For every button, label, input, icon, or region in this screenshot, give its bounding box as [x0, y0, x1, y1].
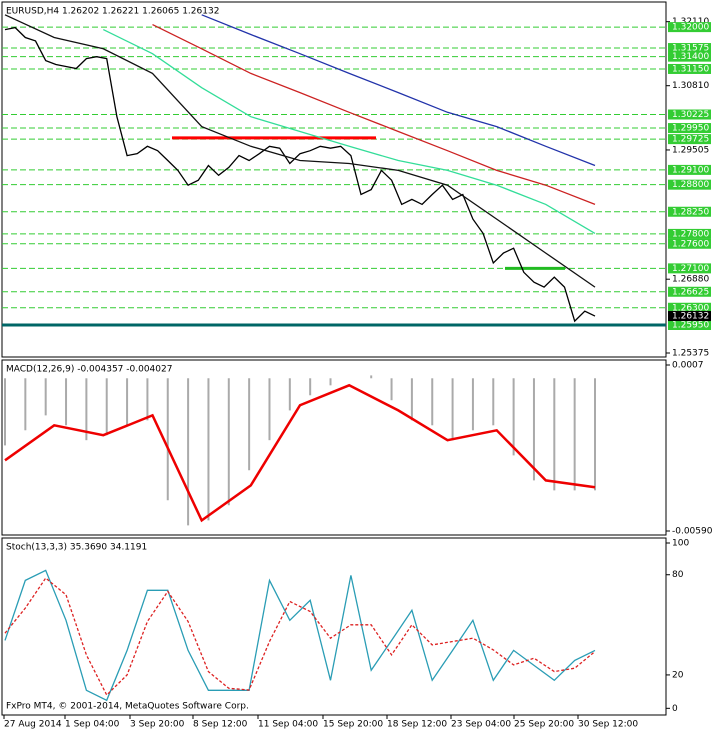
series-line — [4, 569, 596, 702]
level-label-box — [668, 43, 711, 54]
level-label-box — [668, 179, 711, 190]
x-tick-label: 23 Sep 04:00 — [451, 720, 511, 730]
level-label-box — [668, 319, 711, 330]
level-label-box — [668, 302, 711, 313]
x-tick-label: 3 Sep 20:00 — [130, 720, 185, 730]
x-tick-label: 27 Aug 2014 — [4, 720, 62, 730]
level-label-box — [668, 228, 711, 239]
level-label: 1.29950 — [672, 124, 709, 134]
level-label-box — [668, 63, 711, 74]
level-label: 1.27600 — [672, 239, 709, 249]
series-line — [201, 14, 596, 167]
level-label: 1.27800 — [672, 229, 709, 239]
x-tick-label: 25 Sep 20:00 — [514, 720, 574, 730]
level-label: 1.31575 — [672, 44, 709, 54]
main-frame — [1, 1, 667, 358]
x-tick-label: 1 Sep 04:00 — [65, 720, 120, 730]
level-label-box — [668, 238, 711, 249]
level-label: 1.27100 — [672, 264, 709, 274]
level-label: 1.28800 — [672, 180, 709, 190]
level-label-box — [668, 123, 711, 134]
macd-signal — [4, 383, 596, 523]
series-line — [152, 24, 596, 206]
x-tick-label: 11 Sep 04:00 — [258, 720, 318, 730]
y-tick-label: 100 — [672, 539, 689, 549]
level-label-box — [668, 206, 711, 217]
panel-title: Stoch(13,3,3) 35.3690 34.1191 — [6, 543, 147, 553]
level-label-box — [668, 51, 711, 62]
y-tick-label: 1.26880 — [672, 275, 709, 285]
level-label: 1.26300 — [672, 303, 709, 313]
series-line — [4, 26, 596, 323]
level-label: 1.26625 — [672, 287, 709, 297]
level-label: 1.29100 — [672, 165, 709, 175]
x-tick-label: 8 Sep 12:00 — [193, 720, 248, 730]
y-tick-label: 0.0007 — [672, 361, 704, 371]
series-line — [103, 29, 596, 234]
y-tick-label: 1.25375 — [672, 349, 709, 359]
y-tick-label: -0.005906 — [672, 527, 712, 537]
level-label-box — [668, 109, 711, 120]
x-tick-label: 15 Sep 20:00 — [323, 720, 383, 730]
level-label-box — [668, 263, 711, 274]
level-label: 1.32000 — [672, 23, 709, 33]
level-label: 1.31400 — [672, 52, 709, 62]
price-label-box — [668, 311, 711, 322]
stoch-frame — [1, 537, 667, 716]
y-tick-label: 20 — [672, 670, 684, 680]
x-tick-label: 30 Sep 12:00 — [578, 720, 638, 730]
copyright: FxPro MT4, © 2001-2014, MetaQuotes Softw… — [6, 702, 249, 712]
y-tick-label: 1.29505 — [672, 145, 709, 155]
level-label-box — [668, 164, 711, 175]
level-label: 1.28250 — [672, 207, 709, 217]
level-label: 1.25950 — [672, 320, 709, 330]
series-line — [4, 14, 596, 288]
y-tick-label: 1.30810 — [672, 81, 709, 91]
level-label-box — [668, 286, 711, 297]
price-label: 1.26132 — [672, 312, 709, 322]
level-label: 1.29725 — [672, 135, 709, 145]
y-tick-label: 0 — [672, 704, 678, 714]
x-tick-label: 18 Sep 12:00 — [387, 720, 447, 730]
level-label-box — [668, 134, 711, 145]
macd-frame — [1, 359, 667, 536]
panel-title: EURUSD,H4 1.26202 1.26221 1.26065 1.2613… — [6, 7, 219, 17]
y-tick-label: 80 — [672, 570, 684, 580]
level-label: 1.30225 — [672, 110, 709, 120]
level-label-box — [668, 22, 711, 33]
panel-title: MACD(12,26,9) -0.004357 -0.004027 — [6, 365, 172, 375]
level-label: 1.31150 — [672, 64, 709, 74]
series-line — [4, 577, 596, 697]
